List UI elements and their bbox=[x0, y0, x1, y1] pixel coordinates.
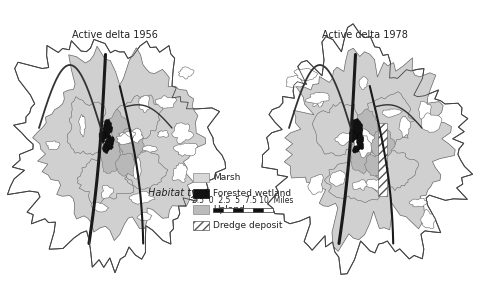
Polygon shape bbox=[359, 77, 368, 90]
Bar bbox=[233, 208, 243, 212]
Text: Upland: Upland bbox=[213, 205, 245, 214]
Polygon shape bbox=[115, 153, 138, 176]
Polygon shape bbox=[352, 129, 375, 144]
Text: Marsh: Marsh bbox=[213, 173, 240, 182]
Polygon shape bbox=[116, 133, 132, 145]
Polygon shape bbox=[312, 102, 361, 156]
Polygon shape bbox=[119, 129, 144, 158]
Polygon shape bbox=[122, 150, 168, 189]
Text: Habitat type: Habitat type bbox=[148, 189, 209, 199]
Polygon shape bbox=[142, 145, 157, 152]
Polygon shape bbox=[118, 131, 136, 141]
Polygon shape bbox=[99, 131, 106, 144]
Polygon shape bbox=[178, 67, 194, 79]
Polygon shape bbox=[418, 102, 432, 122]
Polygon shape bbox=[364, 155, 388, 176]
Bar bbox=[378, 123, 387, 196]
Polygon shape bbox=[77, 156, 134, 205]
Bar bbox=[223, 208, 233, 212]
Polygon shape bbox=[352, 180, 367, 190]
Polygon shape bbox=[312, 92, 325, 107]
Polygon shape bbox=[286, 75, 304, 87]
Polygon shape bbox=[91, 202, 108, 212]
Polygon shape bbox=[371, 151, 419, 191]
Polygon shape bbox=[308, 174, 324, 195]
Polygon shape bbox=[349, 130, 358, 143]
Polygon shape bbox=[114, 95, 163, 139]
Text: Forested wetland: Forested wetland bbox=[213, 189, 291, 198]
Polygon shape bbox=[305, 92, 329, 104]
Polygon shape bbox=[46, 141, 60, 150]
Polygon shape bbox=[329, 170, 346, 186]
Bar bbox=[253, 208, 263, 212]
Polygon shape bbox=[354, 135, 372, 158]
Text: Dredge deposit: Dredge deposit bbox=[213, 221, 283, 230]
Polygon shape bbox=[102, 143, 108, 154]
Polygon shape bbox=[409, 198, 428, 207]
Polygon shape bbox=[157, 131, 169, 137]
Polygon shape bbox=[101, 185, 114, 199]
Polygon shape bbox=[352, 146, 359, 153]
Bar bbox=[193, 205, 209, 214]
Polygon shape bbox=[421, 209, 435, 229]
Polygon shape bbox=[103, 119, 113, 139]
Polygon shape bbox=[366, 130, 395, 157]
Polygon shape bbox=[421, 113, 442, 132]
Bar bbox=[193, 189, 209, 198]
Polygon shape bbox=[105, 135, 114, 151]
Polygon shape bbox=[172, 163, 187, 183]
Polygon shape bbox=[335, 133, 354, 145]
Polygon shape bbox=[294, 68, 318, 81]
Bar bbox=[193, 221, 209, 230]
Polygon shape bbox=[106, 109, 130, 156]
Polygon shape bbox=[155, 96, 177, 108]
Text: 2.5  0  2.5  5  7.5 10  Miles: 2.5 0 2.5 5 7.5 10 Miles bbox=[192, 196, 294, 205]
Polygon shape bbox=[79, 114, 86, 137]
Polygon shape bbox=[354, 109, 379, 155]
Bar bbox=[243, 208, 253, 212]
Polygon shape bbox=[324, 162, 381, 203]
Polygon shape bbox=[129, 191, 155, 204]
Polygon shape bbox=[171, 123, 193, 144]
Polygon shape bbox=[123, 128, 143, 144]
Text: Active delta 1956: Active delta 1956 bbox=[72, 30, 158, 40]
Bar bbox=[213, 208, 223, 212]
Bar bbox=[263, 208, 273, 212]
Polygon shape bbox=[67, 97, 108, 155]
Polygon shape bbox=[133, 157, 141, 179]
Bar bbox=[193, 173, 209, 182]
Polygon shape bbox=[99, 133, 120, 174]
Polygon shape bbox=[352, 119, 363, 138]
Polygon shape bbox=[350, 135, 371, 174]
Polygon shape bbox=[361, 92, 416, 145]
Polygon shape bbox=[137, 212, 152, 221]
Polygon shape bbox=[366, 179, 387, 191]
Polygon shape bbox=[139, 95, 149, 113]
Polygon shape bbox=[399, 116, 411, 137]
Polygon shape bbox=[33, 46, 205, 241]
Polygon shape bbox=[262, 24, 473, 274]
Polygon shape bbox=[357, 133, 364, 150]
Polygon shape bbox=[284, 48, 455, 251]
Polygon shape bbox=[382, 109, 403, 117]
Polygon shape bbox=[8, 39, 226, 273]
Polygon shape bbox=[173, 143, 198, 156]
Text: Active delta 1978: Active delta 1978 bbox=[322, 30, 408, 40]
